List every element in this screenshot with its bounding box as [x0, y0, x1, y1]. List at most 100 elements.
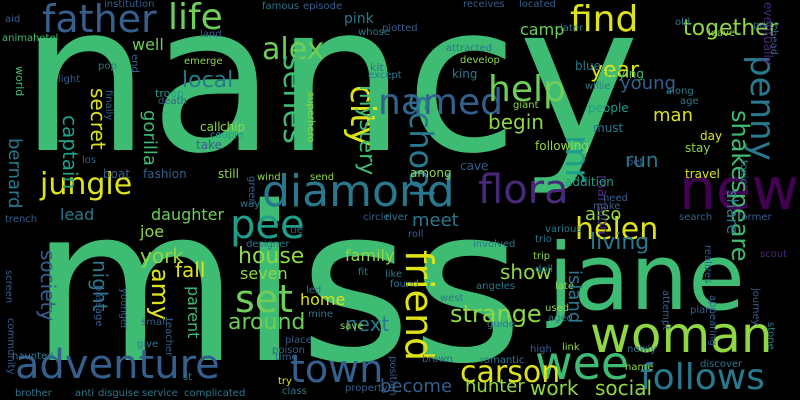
word-camp: camp [520, 20, 565, 39]
word-passage: passage [93, 285, 104, 327]
word-famous: famous [262, 1, 300, 12]
word-link: link [562, 342, 580, 353]
word-way: way [240, 199, 261, 210]
word-develop: develop [460, 55, 500, 66]
word-daughter: daughter [151, 205, 225, 224]
word-class: class [282, 386, 307, 397]
word-attempt: attempt [660, 290, 671, 331]
word-willie: willie [585, 81, 611, 92]
word-lead: lead [60, 205, 95, 224]
word-cave: cave [460, 159, 489, 173]
word-hotel: hotel [33, 33, 59, 44]
word-discover: discover [700, 359, 743, 370]
word-give: give [137, 339, 159, 350]
word-series: series [276, 55, 311, 144]
word-appearing: appearing [707, 295, 718, 346]
word-circle: circle [363, 212, 390, 223]
word-king: king [452, 67, 478, 81]
word-later: later [560, 23, 584, 34]
word-journey: journey [750, 288, 761, 326]
word-parent: parent [184, 286, 203, 339]
word-life: life [168, 0, 223, 38]
word-complicated: complicated [184, 388, 246, 399]
word-couple: couple [210, 130, 244, 141]
word-attracted: attracted [446, 43, 493, 54]
word-small: small [141, 317, 168, 328]
word-realizes: realizes [702, 245, 713, 284]
word-time: time [275, 352, 298, 363]
word-wee: wee [535, 336, 630, 390]
word-various: various [545, 224, 582, 235]
word-seven: seven [240, 264, 288, 283]
word-whose: whose [358, 27, 390, 38]
word-next: next [345, 312, 390, 336]
word-become: become [380, 376, 453, 397]
word-designer: designer [246, 239, 290, 250]
word-land: land [200, 29, 222, 40]
word-poison: poison [272, 345, 305, 356]
word-house: house [238, 244, 305, 269]
word-school: school [402, 95, 440, 198]
word-home: home [300, 290, 346, 309]
word-aged: aged [548, 313, 573, 324]
word-guide: guide [487, 319, 515, 330]
word-father: father [42, 0, 157, 41]
word-among: among [410, 166, 452, 180]
word-old: old [675, 17, 691, 28]
word-river: river [385, 212, 409, 223]
word-follows: follows [640, 357, 765, 398]
word-screen: screen [3, 270, 14, 304]
word-helen: helen [575, 212, 659, 247]
word-giant: giant [513, 100, 539, 111]
word-used: used [545, 303, 570, 314]
word-troop: troop [155, 87, 185, 100]
word-meet: meet [412, 210, 459, 231]
word-world: world [13, 66, 26, 97]
word-well: well [132, 35, 164, 54]
word-fall: fall [175, 258, 206, 282]
word-send: send [310, 172, 335, 183]
word-except: except [368, 70, 402, 81]
word-end: end [129, 54, 140, 73]
word-young: young [620, 73, 676, 94]
word-day: day [700, 129, 723, 143]
word-year: year [590, 58, 640, 83]
word-pink: pink [344, 11, 374, 27]
word-aid: aid [5, 14, 21, 25]
word-nancy: nancy [20, 0, 640, 199]
word-addition: addition [565, 175, 614, 189]
word-shakespeare: shakespeare [726, 110, 754, 262]
word-trench: trench [5, 214, 38, 225]
word-chip: chip [220, 120, 246, 134]
word-along: along [666, 86, 694, 97]
word-roll: roll [408, 229, 424, 240]
word-death: death [158, 96, 187, 107]
word-take: take [196, 138, 222, 152]
word-hunter: hunter [465, 376, 525, 397]
word-name: name [625, 362, 654, 373]
word-late: late [555, 281, 574, 292]
word-emerge: emerge [184, 56, 223, 67]
word-run: run [625, 148, 659, 172]
word-staying: staying [600, 67, 644, 81]
word-leave: leave [708, 28, 736, 39]
word-like: like [385, 269, 403, 280]
word-high: high [530, 344, 552, 355]
word-must: must [593, 121, 624, 135]
word-younger: younger [118, 288, 129, 330]
word-boat: boat [103, 167, 131, 181]
word-newly: newly [627, 344, 657, 355]
word-angeles: angeles [476, 281, 516, 292]
word-call: call [200, 120, 221, 134]
word-save: save [340, 321, 364, 332]
word-together: together [683, 16, 778, 41]
word-show: show [500, 260, 552, 284]
word-disguise: disguise [98, 388, 140, 399]
word-st: st [183, 372, 193, 383]
word-receives: receives [463, 0, 505, 10]
word-tie: tie [290, 225, 303, 236]
word-woman: woman [590, 306, 773, 364]
word-amy: amy [146, 268, 174, 321]
word-mine: mine [308, 309, 334, 320]
